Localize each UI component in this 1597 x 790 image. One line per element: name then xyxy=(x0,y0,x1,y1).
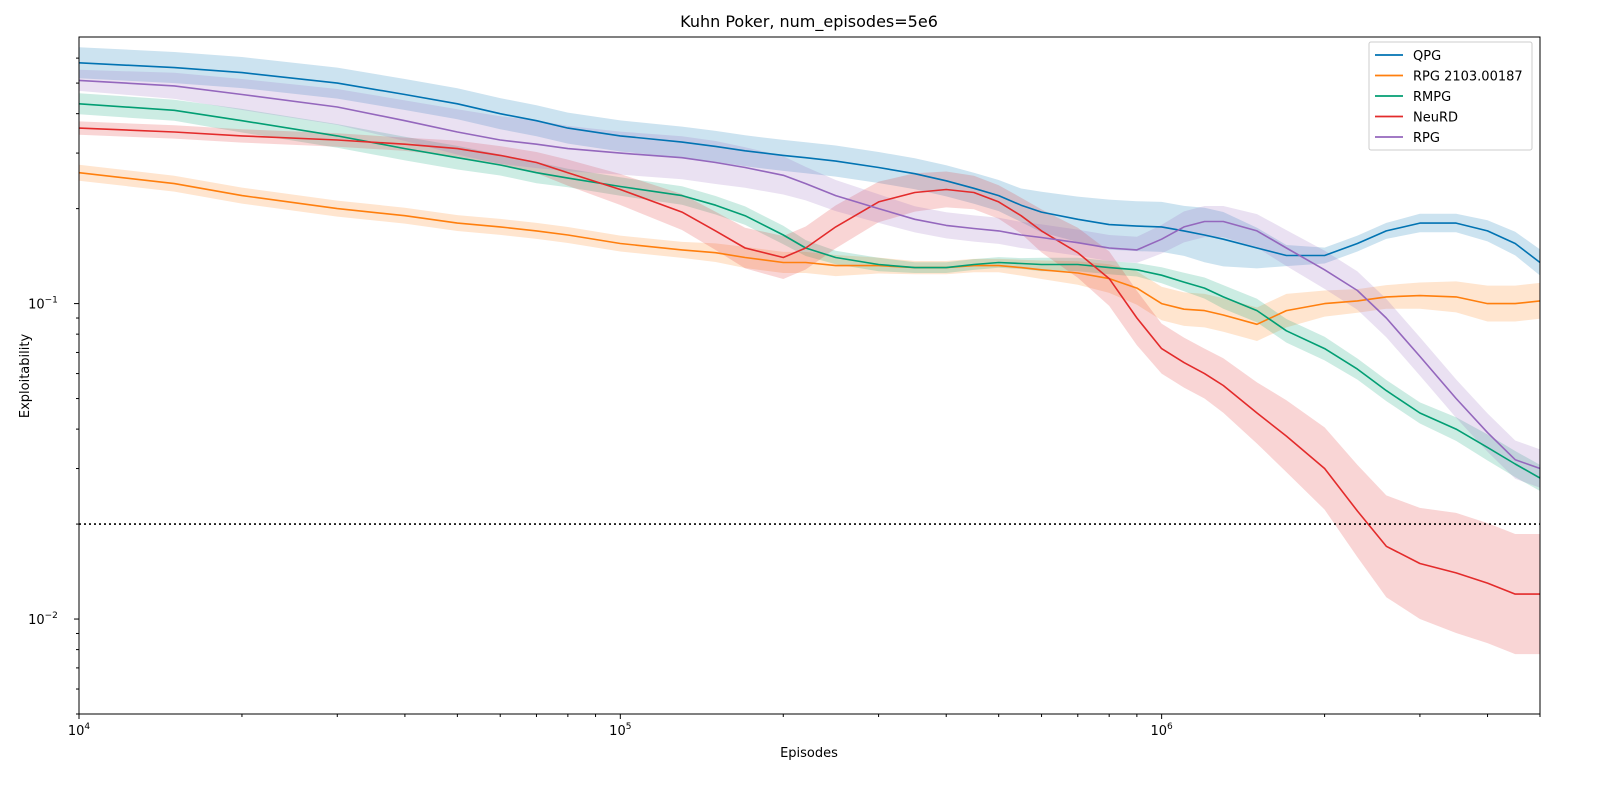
series-line-1 xyxy=(79,171,1540,326)
series-line-4 xyxy=(79,79,1540,470)
y-axis-ticks: 10−1 10−2 xyxy=(28,57,79,715)
series-line-2 xyxy=(79,103,1540,479)
chart-title: Kuhn Poker, num_episodes=5e6 xyxy=(680,12,938,32)
x-tick-label: 104 xyxy=(68,722,91,739)
legend-label: RMPG xyxy=(1413,90,1451,105)
plot-area xyxy=(78,36,1541,715)
series-line-3 xyxy=(79,127,1540,595)
band-0 xyxy=(79,47,1540,276)
band-1 xyxy=(79,164,1540,341)
legend-label: NeuRD xyxy=(1413,111,1458,126)
legend-box xyxy=(1368,41,1533,151)
x-axis-label: Episodes xyxy=(780,746,838,761)
legend-label: RPG 2103.00187 xyxy=(1413,70,1523,85)
series-line-0 xyxy=(79,62,1540,264)
y-tick-label: 10−1 xyxy=(28,296,58,313)
legend-label: RPG xyxy=(1413,131,1440,146)
band-3 xyxy=(79,121,1540,655)
y-axis-label: Exploitability xyxy=(18,334,33,419)
legend-label: QPG xyxy=(1413,49,1441,64)
x-tick-label: 105 xyxy=(609,722,631,739)
y-tick-label: 10−2 xyxy=(28,611,58,628)
series-lines xyxy=(79,62,1540,595)
confidence-bands xyxy=(79,47,1540,655)
plot-frame xyxy=(78,36,1541,715)
x-axis-ticks: 104 105 106 xyxy=(68,714,1541,739)
x-tick-label: 106 xyxy=(1150,722,1173,739)
legend: QPG RPG 2103.00187 RMPG NeuRD RPG xyxy=(1368,41,1533,151)
